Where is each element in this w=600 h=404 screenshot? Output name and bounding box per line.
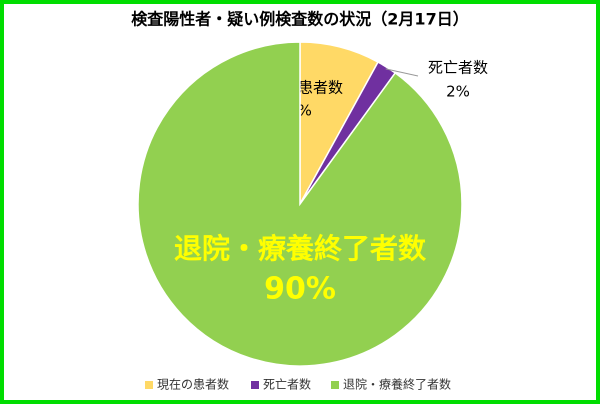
legend-label: 死亡者数 xyxy=(263,377,311,392)
legend-swatch xyxy=(251,381,259,389)
pie-slice xyxy=(137,41,463,367)
chart-title: 検査陽性者・疑い例検査数の状況（2月17日） xyxy=(131,10,468,29)
data-label-name: 退院・療養終了者数 xyxy=(174,232,427,265)
leader-line xyxy=(385,68,419,77)
data-label-value: 90% xyxy=(264,272,336,307)
legend-label: 退院・療養終了者数 xyxy=(343,377,451,392)
legend-swatch xyxy=(331,381,339,389)
legend-swatch xyxy=(145,381,153,389)
data-label-value: 2% xyxy=(446,83,470,101)
legend-label: 現在の患者数 xyxy=(157,377,229,392)
data-label-name: 死亡者数 xyxy=(428,59,488,77)
